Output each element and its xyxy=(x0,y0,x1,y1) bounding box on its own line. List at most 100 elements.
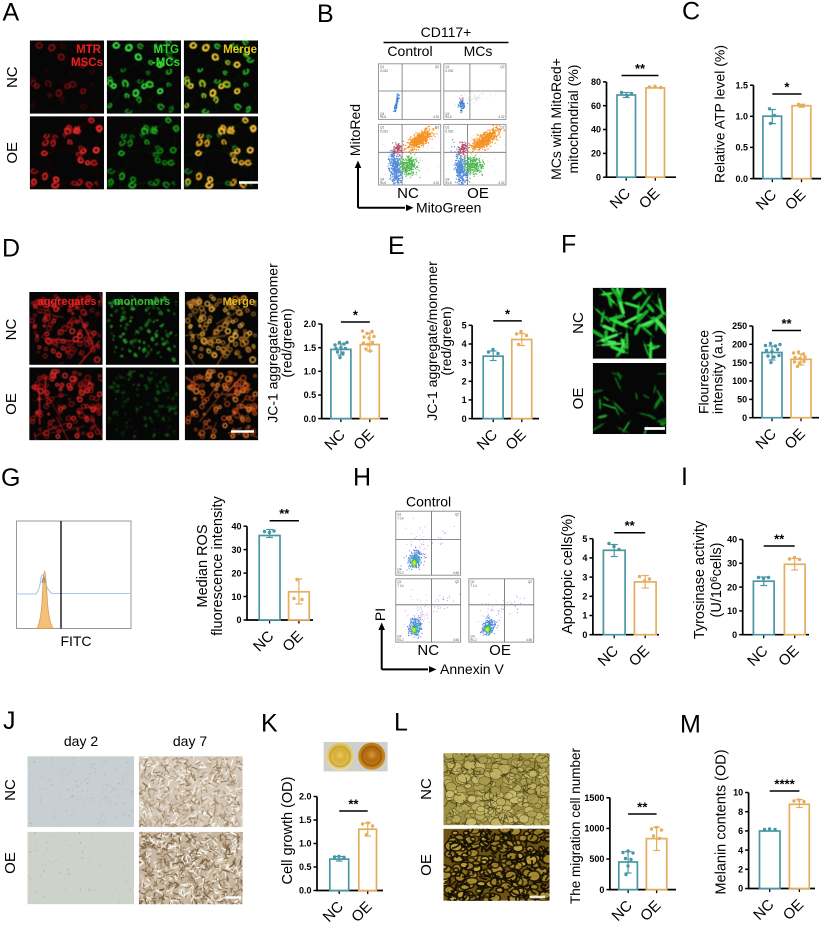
svg-text:0.032: 0.032 xyxy=(445,69,453,73)
svg-text:C: C xyxy=(682,0,700,26)
svg-text:7.14: 7.14 xyxy=(397,584,403,588)
svg-text:Merge: Merge xyxy=(223,296,255,308)
svg-text:day 7: day 7 xyxy=(173,733,207,749)
svg-text:(red/green): (red/green) xyxy=(438,306,454,375)
svg-text:M: M xyxy=(680,711,701,739)
svg-text:50: 50 xyxy=(737,395,747,405)
svg-text:4.32: 4.32 xyxy=(433,181,439,185)
svg-text:94.6: 94.6 xyxy=(380,181,386,185)
svg-text:40: 40 xyxy=(591,125,601,135)
svg-text:94.6: 94.6 xyxy=(445,181,451,185)
svg-text:OE: OE xyxy=(3,393,20,415)
svg-text:G: G xyxy=(1,464,20,492)
svg-text:20: 20 xyxy=(591,149,601,159)
svg-text:20: 20 xyxy=(231,568,241,578)
svg-text:NC: NC xyxy=(417,642,439,659)
svg-text:10: 10 xyxy=(727,606,737,616)
svg-text:OE: OE xyxy=(4,142,21,164)
svg-text:**: ** xyxy=(625,518,636,533)
svg-text:NC: NC xyxy=(418,778,435,800)
svg-text:0.0: 0.0 xyxy=(299,886,312,896)
svg-text:30: 30 xyxy=(727,559,737,569)
svg-text:F: F xyxy=(561,231,576,259)
svg-text:0.032: 0.032 xyxy=(380,69,388,73)
svg-text:Q2: Q2 xyxy=(500,125,504,129)
svg-text:OE: OE xyxy=(2,852,19,874)
svg-text:Q2: Q2 xyxy=(455,580,459,584)
svg-text:mitochondrial (%): mitochondrial (%) xyxy=(565,65,581,174)
svg-text:B: B xyxy=(317,0,334,28)
svg-text:2: 2 xyxy=(738,865,743,875)
svg-text:0.5: 0.5 xyxy=(304,390,317,400)
svg-text:**: ** xyxy=(635,61,646,76)
svg-text:80: 80 xyxy=(591,77,601,87)
svg-text:Tyrosinase activity: Tyrosinase activity xyxy=(692,520,708,639)
svg-text:A: A xyxy=(3,0,20,27)
svg-text:0: 0 xyxy=(596,172,601,182)
svg-text:2.0: 2.0 xyxy=(299,792,312,802)
svg-text:1000: 1000 xyxy=(584,824,604,834)
svg-text:10: 10 xyxy=(733,788,743,798)
svg-text:1.5: 1.5 xyxy=(735,80,748,90)
svg-text:30: 30 xyxy=(231,545,241,555)
svg-text:L: L xyxy=(394,709,408,737)
svg-text:1: 1 xyxy=(582,611,587,621)
svg-text:**: ** xyxy=(348,797,359,812)
svg-text:20: 20 xyxy=(727,582,737,592)
svg-text:J: J xyxy=(3,707,16,735)
svg-text:aggregates: aggregates xyxy=(38,296,97,308)
svg-text:250: 250 xyxy=(732,321,747,331)
svg-text:94.2: 94.2 xyxy=(397,638,403,642)
svg-text:3: 3 xyxy=(582,572,587,582)
svg-text:5: 5 xyxy=(582,534,587,544)
svg-text:0.032: 0.032 xyxy=(380,129,388,133)
svg-text:MitoRed: MitoRed xyxy=(347,104,363,156)
svg-text:MSCs: MSCs xyxy=(71,57,103,69)
svg-text:Melanin contents (OD): Melanin contents (OD) xyxy=(714,749,730,894)
svg-text:**: ** xyxy=(774,532,785,547)
svg-text:4.32: 4.32 xyxy=(498,181,504,185)
svg-text:Merge: Merge xyxy=(223,44,257,56)
svg-text:1500: 1500 xyxy=(584,793,604,803)
svg-text:-MCs: -MCs xyxy=(152,57,180,69)
svg-text:**: ** xyxy=(781,316,792,331)
svg-text:0: 0 xyxy=(236,615,241,625)
svg-text:4: 4 xyxy=(462,339,467,349)
svg-text:Cell growth (OD): Cell growth (OD) xyxy=(280,777,296,885)
svg-text:NC: NC xyxy=(397,185,419,202)
svg-text:4.56: 4.56 xyxy=(453,571,459,575)
svg-text:PI: PI xyxy=(372,608,388,621)
svg-text:200: 200 xyxy=(732,340,747,350)
svg-text:150: 150 xyxy=(732,358,747,368)
svg-text:4: 4 xyxy=(582,553,587,563)
svg-text:OE: OE xyxy=(489,642,511,659)
svg-text:3: 3 xyxy=(462,358,467,368)
svg-text:Median ROS: Median ROS xyxy=(195,524,211,607)
svg-text:1: 1 xyxy=(462,395,467,405)
svg-text:0: 0 xyxy=(462,414,467,424)
svg-text:1.0: 1.0 xyxy=(735,112,748,122)
svg-text:500: 500 xyxy=(589,854,604,864)
svg-text:4: 4 xyxy=(738,845,743,855)
svg-text:OE: OE xyxy=(418,854,435,876)
svg-text:NC: NC xyxy=(570,312,587,334)
svg-text:**: ** xyxy=(637,800,648,815)
svg-text:MTR: MTR xyxy=(76,44,102,56)
svg-text:10: 10 xyxy=(231,592,241,602)
svg-text:94.6: 94.6 xyxy=(445,115,451,119)
svg-text:5: 5 xyxy=(462,321,467,331)
svg-text:Q2: Q2 xyxy=(500,65,504,69)
svg-text:NC: NC xyxy=(4,66,21,88)
svg-text:E: E xyxy=(388,232,405,260)
svg-text:I: I xyxy=(681,463,688,491)
svg-text:OE: OE xyxy=(467,185,489,202)
svg-text:100: 100 xyxy=(732,376,747,386)
svg-text:1.5: 1.5 xyxy=(299,815,312,825)
svg-text:D: D xyxy=(2,235,20,263)
svg-text:40: 40 xyxy=(727,535,737,545)
svg-text:1.0: 1.0 xyxy=(299,839,312,849)
svg-text:Control: Control xyxy=(387,43,432,59)
svg-text:0.0: 0.0 xyxy=(735,174,748,184)
svg-text:Q2: Q2 xyxy=(435,65,439,69)
svg-text:The migration cell number: The migration cell number xyxy=(568,747,583,904)
